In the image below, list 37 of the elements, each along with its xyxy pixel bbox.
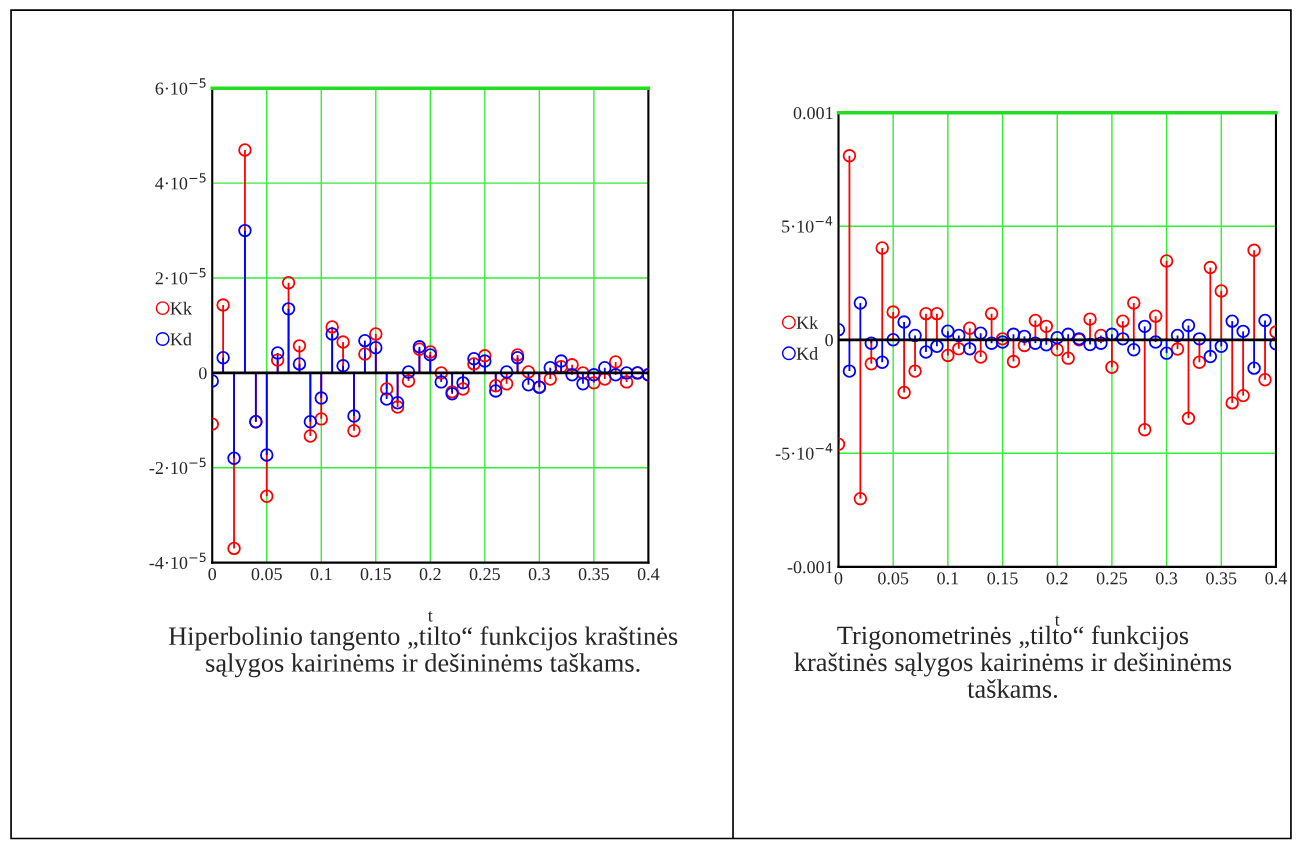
y-tick-label: 0 — [199, 367, 207, 380]
x-tick-label: 0.25 — [1096, 572, 1127, 585]
x-tick-label: 0.4 — [637, 568, 660, 581]
x-tick-label: 0.15 — [987, 572, 1018, 585]
x-tick-label: 0.35 — [578, 568, 609, 581]
x-tick-label: 0.05 — [251, 568, 282, 581]
y-tick-label: 2·10$^{−5}$ — [155, 268, 206, 285]
y-tick-label: -0.001 — [787, 561, 833, 574]
x-tick-label: 0.1 — [937, 572, 959, 585]
text: Hiperbolinio tangento „tilto“ funkcijos kraštinės sąlygos kairinėms ir dešininėms taškams. — [168, 626, 678, 678]
x-tick-label: 0.4 — [1265, 572, 1287, 585]
legend-label: Kd — [796, 347, 818, 360]
legend-label: Kk — [796, 316, 819, 329]
y-tick-label: 0.001 — [793, 106, 833, 120]
x-tick-label: 0 — [208, 568, 217, 581]
x-tick-label: 0.15 — [360, 568, 391, 581]
legend-label: Kd — [170, 332, 192, 346]
x-tick-label: 0.3 — [528, 568, 550, 581]
text: Trigonometrinės „tilto“ funkcijos kraštinės sąlygos kairinėms ir dešininėms taškams. — [794, 625, 1232, 699]
y-tick-label: 6·10$^{−5}$ — [155, 78, 206, 95]
x-tick-label: 0 — [834, 572, 843, 585]
x-tick-label: 0.2 — [419, 568, 441, 581]
y-tick-label: -4·10$^{−5}$ — [149, 552, 206, 569]
x-tick-label: 0.35 — [1206, 572, 1237, 585]
x-axis-title: t — [427, 611, 433, 622]
y-tick-label: 0 — [825, 334, 833, 347]
x-tick-label: 0.1 — [310, 568, 332, 581]
x-tick-label: 0.05 — [878, 572, 909, 585]
x-tick-label: 0.2 — [1046, 572, 1068, 585]
x-tick-label: 0.3 — [1156, 572, 1178, 585]
y-tick-label: 4·10$^{−5}$ — [155, 173, 206, 190]
x-tick-label: 0.25 — [469, 568, 500, 581]
x-axis-title: t — [1054, 615, 1060, 626]
y-tick-label: -5·10$^{−4}$ — [775, 443, 833, 460]
y-tick-label: 5·10$^{−4}$ — [782, 216, 833, 233]
legend-label: Kk — [170, 301, 192, 315]
y-tick-label: -2·10$^{−5}$ — [149, 457, 206, 475]
